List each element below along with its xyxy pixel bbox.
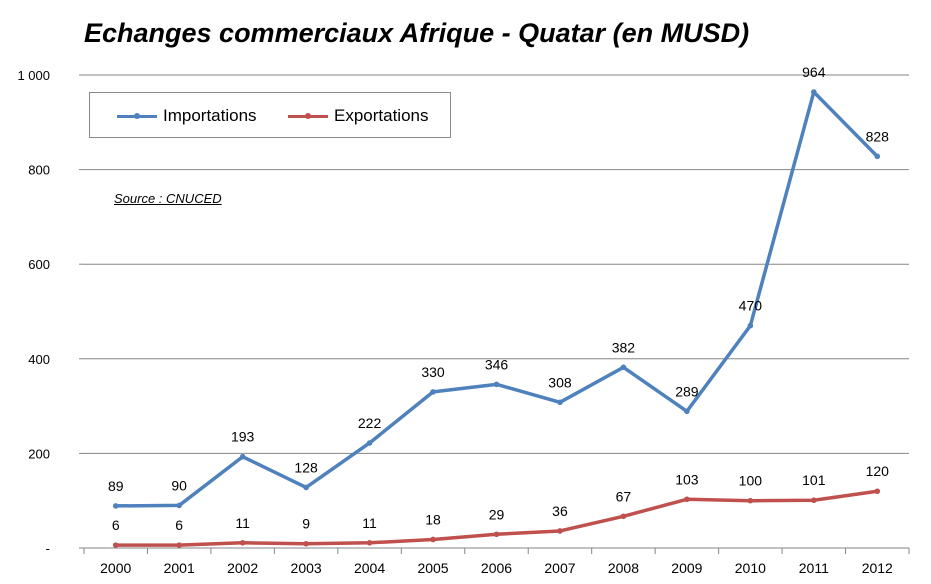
x-tick-label: 2010 [735, 560, 766, 576]
data-label: 964 [802, 64, 826, 80]
data-label: 29 [489, 506, 505, 522]
data-point [557, 528, 563, 534]
x-tick-label: 2000 [100, 560, 131, 576]
source-annotation: Source : CNUCED [114, 191, 222, 206]
data-point [874, 488, 881, 495]
data-label: 346 [485, 356, 509, 372]
data-point [430, 536, 436, 543]
legend-item-exportations: Exportations [288, 106, 429, 126]
data-point [303, 540, 309, 547]
data-label: 120 [866, 463, 890, 479]
x-tick-label: 2004 [354, 560, 385, 576]
y-tick-label: 1 000 [17, 68, 50, 83]
data-label: 89 [108, 478, 124, 494]
data-label: 828 [866, 128, 890, 144]
data-label: 470 [739, 298, 763, 314]
data-point [620, 364, 627, 371]
data-label: 36 [552, 503, 568, 519]
data-point [747, 322, 754, 329]
data-point [874, 153, 881, 160]
legend-label-importations: Importations [163, 106, 257, 125]
data-label: 289 [675, 383, 699, 399]
data-point [684, 408, 690, 415]
data-label: 193 [231, 429, 255, 445]
data-point [430, 389, 436, 395]
data-point [366, 440, 373, 446]
data-point [811, 89, 817, 95]
data-point [557, 399, 563, 406]
y-tick-label: - [46, 541, 50, 556]
data-point [620, 513, 627, 520]
chart-legend: Importations Exportations [89, 92, 451, 138]
data-label: 9 [302, 516, 310, 532]
y-tick-label: 600 [28, 257, 50, 272]
legend-item-importations: Importations [117, 106, 257, 126]
x-tick-label: 2012 [862, 560, 893, 576]
x-tick-label: 2005 [417, 560, 448, 576]
data-label: 11 [235, 515, 250, 531]
data-label: 11 [362, 515, 377, 531]
legend-label-exportations: Exportations [334, 106, 429, 125]
data-point [112, 503, 119, 509]
data-label: 103 [675, 471, 699, 487]
data-point [493, 531, 500, 538]
data-point [493, 381, 500, 388]
data-label: 101 [802, 472, 826, 488]
x-tick-label: 2008 [608, 560, 639, 576]
x-tick-label: 2006 [481, 560, 512, 576]
x-tick-label: 2002 [227, 560, 258, 576]
y-tick-label: 400 [28, 352, 50, 367]
legend-marker [134, 113, 140, 119]
x-tick-label: 2003 [291, 560, 322, 576]
data-label: 330 [421, 364, 445, 380]
legend-swatch-exportations [288, 113, 328, 119]
data-label: 128 [294, 459, 318, 475]
chart-title: Echanges commerciaux Afrique - Quatar (e… [84, 18, 750, 48]
data-label: 6 [175, 517, 183, 533]
series-line-importations [113, 90, 880, 508]
data-label: 90 [171, 477, 187, 493]
legend-swatch-importations [117, 113, 157, 119]
data-label: 382 [612, 339, 636, 355]
y-tick-label: 800 [28, 163, 50, 178]
data-label: 222 [358, 415, 382, 431]
data-label: 67 [616, 488, 632, 504]
data-point [684, 496, 690, 503]
x-tick-label: 2001 [164, 560, 195, 576]
data-label: 6 [112, 517, 120, 533]
data-point [747, 497, 754, 504]
x-tick-label: 2011 [799, 560, 829, 576]
x-tick-label: 2009 [671, 560, 702, 576]
y-tick-label: 200 [28, 446, 50, 461]
data-point [112, 542, 119, 548]
data-point [239, 539, 246, 546]
data-point [239, 453, 246, 460]
data-point [303, 484, 309, 491]
legend-marker [305, 113, 311, 119]
data-point [366, 539, 373, 546]
data-point [176, 542, 182, 548]
data-label: 308 [548, 374, 572, 390]
data-label: 18 [425, 511, 441, 527]
data-point [176, 502, 182, 509]
data-point [811, 497, 817, 504]
data-label: 100 [739, 473, 763, 489]
x-tick-label: 2007 [544, 560, 575, 576]
